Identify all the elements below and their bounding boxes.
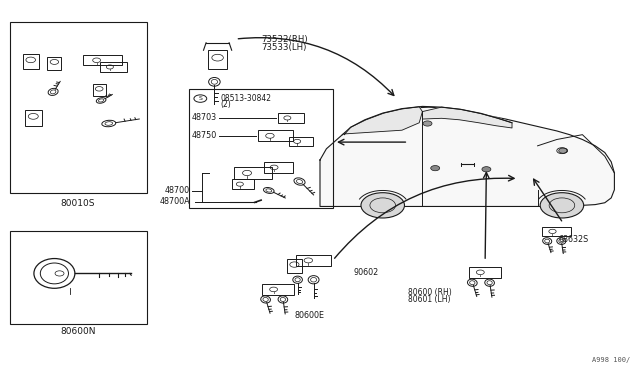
- Text: 68632S: 68632S: [558, 235, 588, 244]
- Circle shape: [482, 167, 491, 172]
- Bar: [47, 57, 61, 70]
- Bar: [264, 162, 293, 173]
- Text: 08513-30842: 08513-30842: [221, 94, 272, 103]
- Bar: [234, 167, 272, 179]
- Text: 80600 (RH): 80600 (RH): [408, 288, 452, 296]
- Text: 48750: 48750: [192, 131, 217, 140]
- Circle shape: [540, 193, 584, 218]
- Bar: [10, 231, 147, 324]
- Bar: [25, 110, 42, 126]
- Bar: [100, 62, 127, 71]
- Text: 80601 (LH): 80601 (LH): [408, 295, 451, 304]
- Bar: [93, 84, 106, 96]
- Text: 80600E: 80600E: [294, 311, 324, 320]
- Bar: [278, 113, 304, 122]
- Bar: [10, 22, 147, 193]
- Bar: [257, 130, 292, 141]
- Bar: [189, 89, 333, 208]
- Text: 73533(LH): 73533(LH): [261, 43, 307, 52]
- Polygon shape: [344, 107, 422, 135]
- Bar: [469, 267, 501, 278]
- Text: 80600N: 80600N: [60, 327, 96, 336]
- Text: A998 100/: A998 100/: [592, 357, 630, 363]
- Bar: [296, 255, 332, 266]
- Text: S: S: [198, 96, 202, 101]
- Bar: [289, 137, 313, 146]
- Bar: [23, 54, 38, 69]
- Bar: [262, 284, 294, 295]
- Circle shape: [361, 193, 404, 218]
- Polygon shape: [422, 107, 512, 128]
- Polygon shape: [320, 107, 614, 206]
- Text: 80010S: 80010S: [61, 199, 95, 208]
- Circle shape: [431, 166, 440, 171]
- Bar: [208, 50, 227, 69]
- Bar: [83, 55, 122, 65]
- Circle shape: [423, 121, 432, 126]
- Text: 48703: 48703: [192, 113, 217, 122]
- Text: 73532(RH): 73532(RH): [261, 35, 308, 44]
- Circle shape: [559, 148, 568, 153]
- Text: 90602: 90602: [353, 268, 378, 277]
- Text: (2): (2): [221, 100, 232, 109]
- Bar: [287, 259, 302, 273]
- Bar: [543, 227, 572, 236]
- Text: 48700: 48700: [165, 186, 190, 195]
- Bar: [232, 179, 254, 189]
- Text: 48700A: 48700A: [159, 197, 190, 206]
